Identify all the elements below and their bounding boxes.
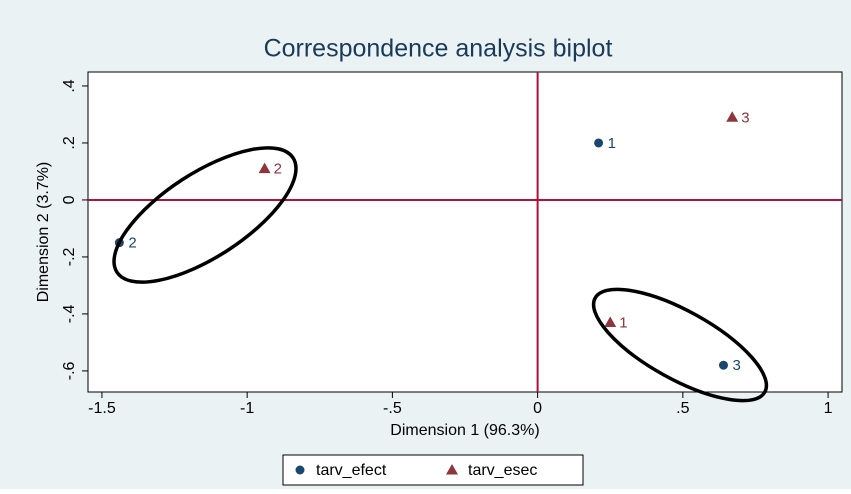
point-label: 2 xyxy=(128,235,136,252)
y-tick-label: -.6 xyxy=(61,361,78,380)
x-tick-label: .5 xyxy=(676,400,689,417)
x-tick-label: -1 xyxy=(240,400,254,417)
annotation-ellipse xyxy=(112,146,298,284)
legend-marker xyxy=(295,465,305,475)
y-tick-label: .2 xyxy=(61,136,78,149)
point-label: 1 xyxy=(608,135,616,152)
y-tick-label: .4 xyxy=(61,79,78,92)
x-axis-label: Dimension 1 (96.3%) xyxy=(390,422,539,439)
x-tick-label: -.5 xyxy=(383,400,402,417)
y-tick-label: -.4 xyxy=(61,304,78,323)
legend-marker xyxy=(446,464,458,475)
chart-title: Correspondence analysis biplot xyxy=(264,35,613,63)
legend-box xyxy=(282,454,584,486)
point xyxy=(594,138,604,148)
y-tick-label: -.2 xyxy=(61,247,78,266)
marks: -1.5 -1 -.5 0 .5 1 .4 .2 0 -.2 -.4 -.6 1 2 3 tarv_efect… xyxy=(61,72,842,479)
legend-label: tarv_efect xyxy=(316,462,387,479)
legend-label: tarv_esec xyxy=(468,462,537,479)
annotation-ellipse xyxy=(591,287,769,403)
point-label: 1 xyxy=(619,314,627,331)
y-tick-label: 0 xyxy=(61,195,78,204)
point-label: 3 xyxy=(732,357,740,374)
point xyxy=(718,360,728,370)
plot-area xyxy=(87,71,843,393)
point-label: 2 xyxy=(274,161,282,178)
x-tick-label: 1 xyxy=(824,400,833,417)
x-tick-label: 0 xyxy=(533,400,542,417)
x-tick-label: -1.5 xyxy=(88,400,116,417)
y-axis-label: Dimension 2 (3.7%) xyxy=(35,162,52,303)
point xyxy=(258,162,271,174)
point-label: 3 xyxy=(741,109,749,126)
point xyxy=(726,111,739,122)
point xyxy=(604,316,617,327)
